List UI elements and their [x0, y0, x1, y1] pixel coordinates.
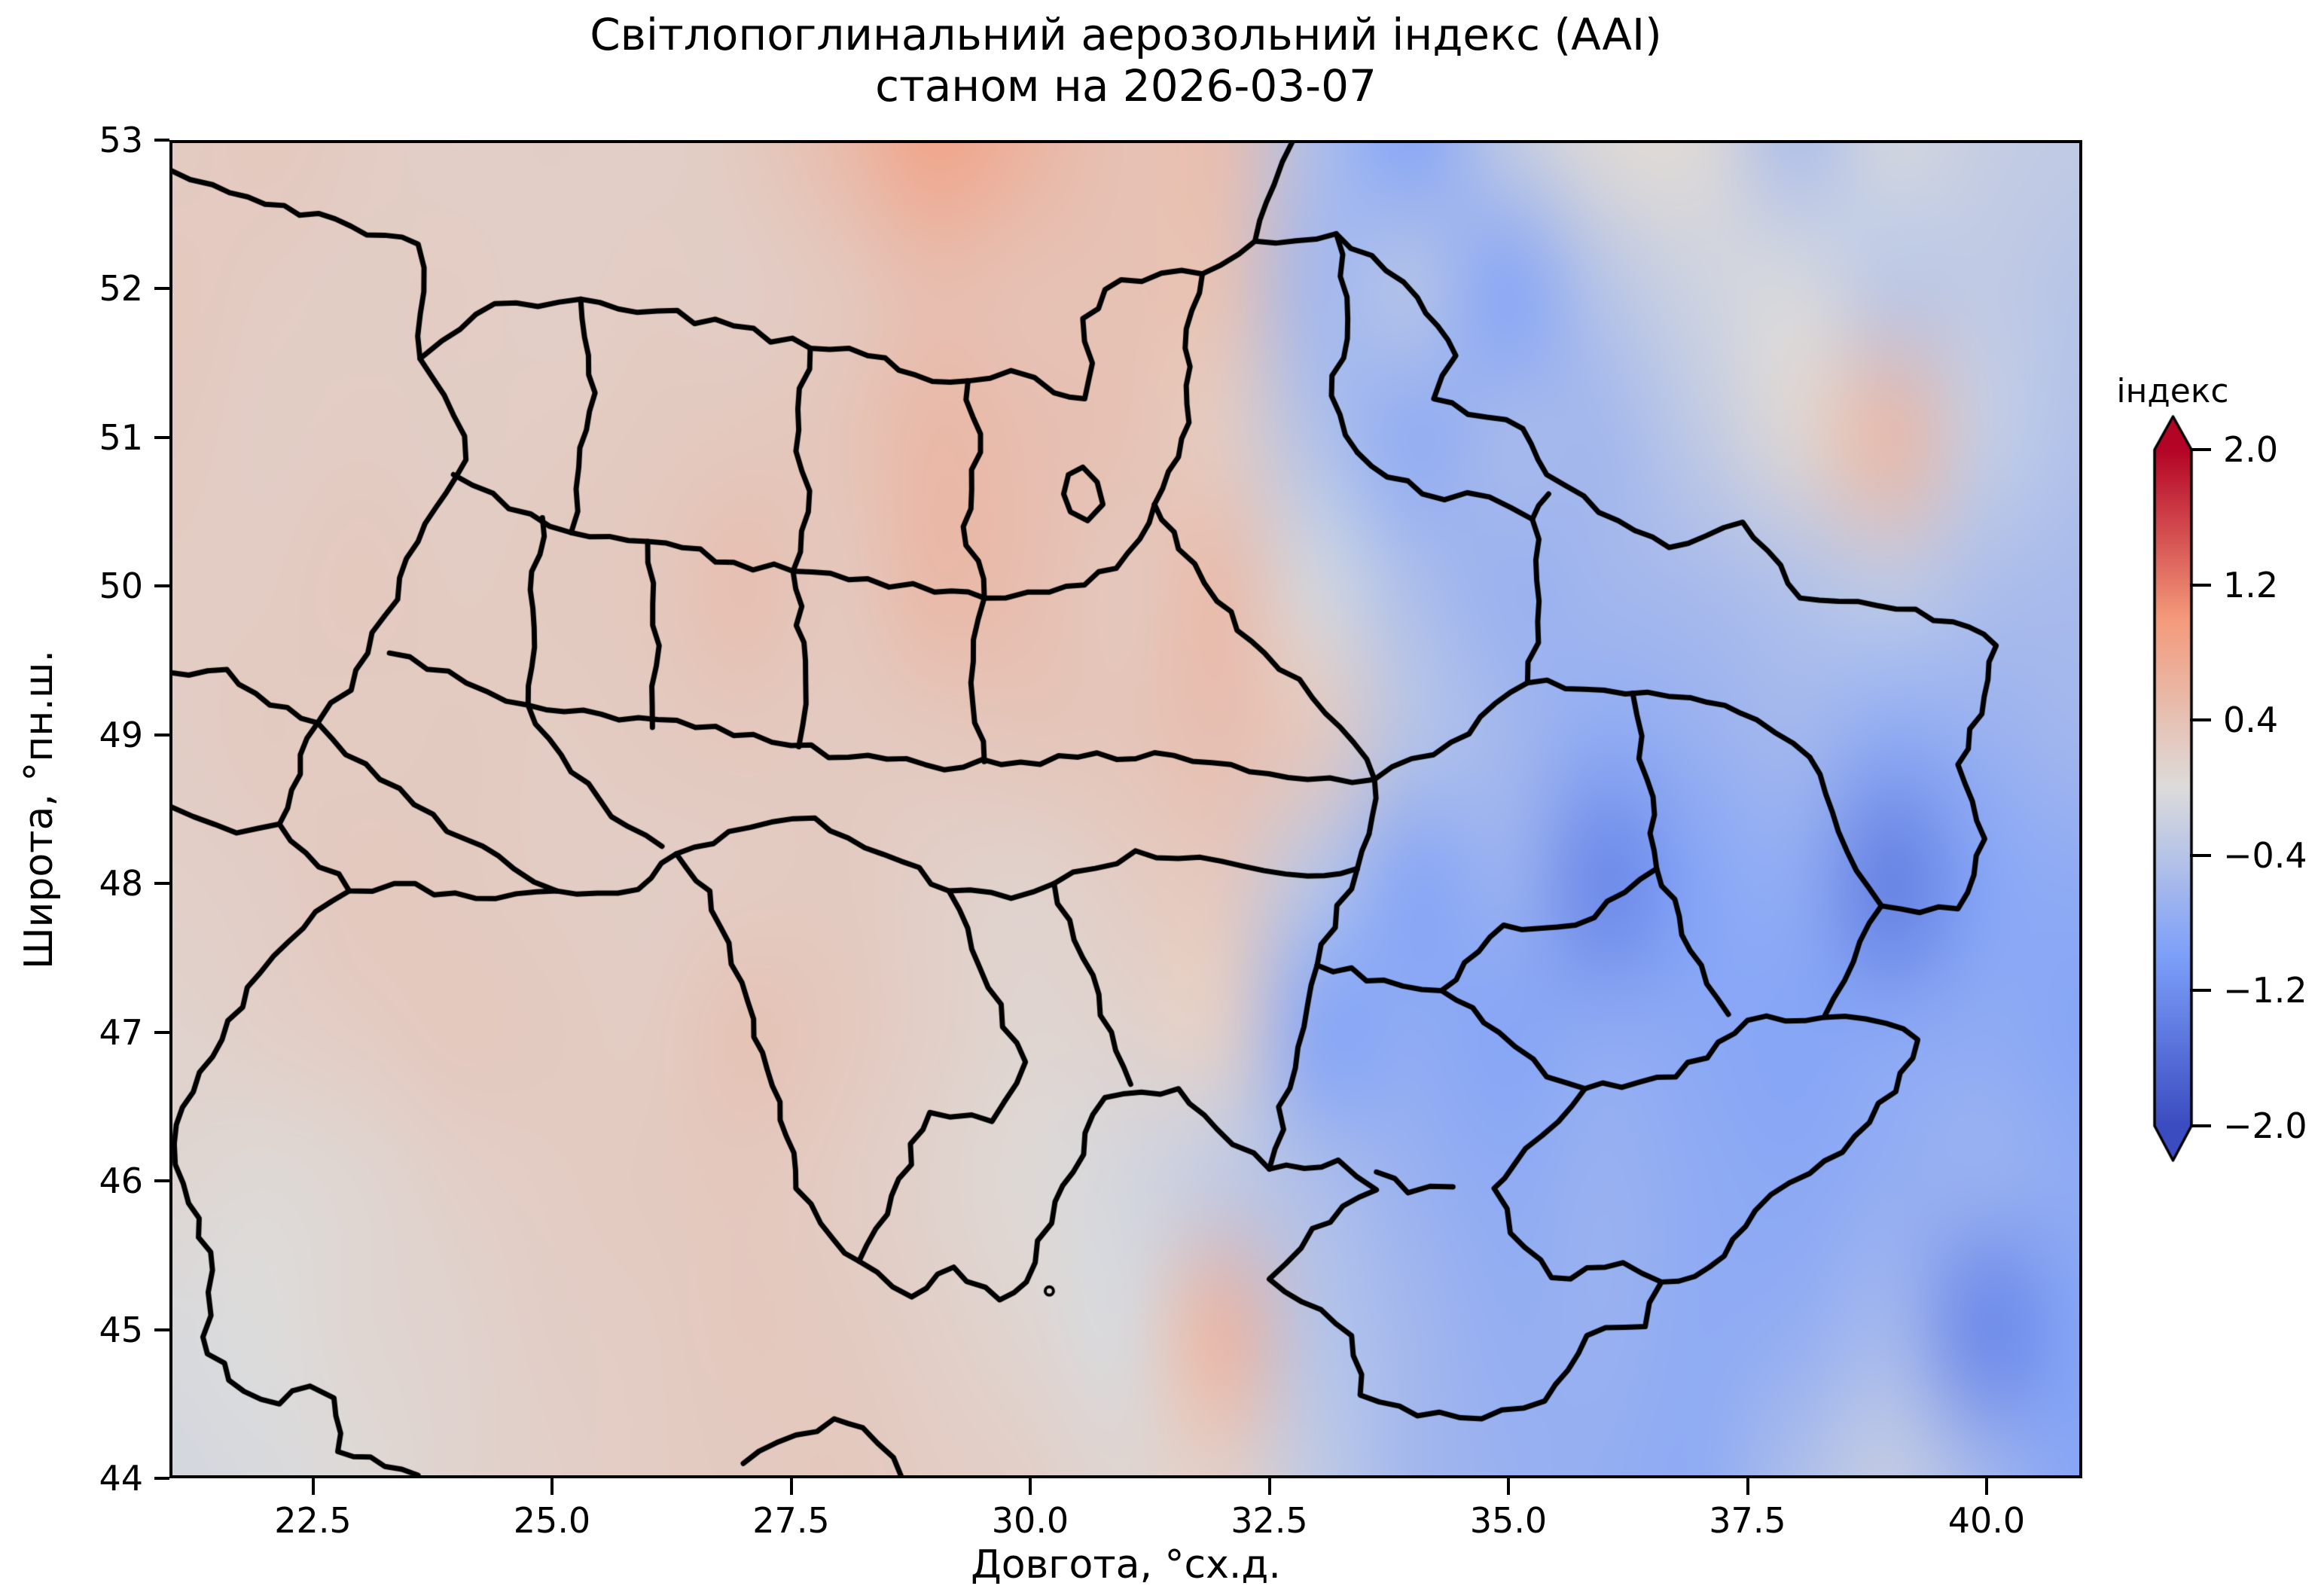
y-tick-label: 52: [99, 268, 143, 310]
aai-heatmap-canvas: [169, 140, 2082, 1478]
y-tick-label: 53: [99, 120, 143, 160]
colorbar-tick-mark: [2190, 1124, 2211, 1127]
x-tick-mark: [551, 1478, 554, 1495]
x-tick-label: 37.5: [1709, 1500, 1786, 1541]
x-axis-label: Довгота, °сх.д.: [971, 1542, 1281, 1587]
colorbar-gradient: [2120, 407, 2233, 1171]
colorbar-tick-mark: [2190, 853, 2211, 857]
colorbar-tick-label: −0.4: [2223, 834, 2307, 876]
colorbar-tick-label: 2.0: [2223, 429, 2279, 470]
y-tick-label: 49: [99, 714, 143, 755]
y-tick-mark: [154, 584, 169, 588]
y-tick-mark: [154, 1179, 169, 1183]
y-tick-mark: [154, 882, 169, 886]
y-tick-label: 50: [99, 566, 143, 607]
y-tick-mark: [154, 1030, 169, 1034]
y-tick-label: 45: [99, 1309, 143, 1350]
y-tick-mark: [154, 1328, 169, 1331]
colorbar-tick-label: −2.0: [2223, 1106, 2307, 1146]
figure-title-line2: станом на 2026-03-07: [875, 60, 1377, 111]
map-plot-area: [169, 140, 2082, 1478]
x-tick-label: 27.5: [752, 1500, 830, 1541]
colorbar-tick-mark: [2190, 718, 2211, 722]
y-tick-label: 44: [99, 1458, 143, 1499]
x-tick-mark: [1507, 1478, 1510, 1495]
colorbar-tick-label: 0.4: [2223, 700, 2279, 741]
x-tick-mark: [1746, 1478, 1749, 1495]
x-tick-label: 22.5: [274, 1500, 352, 1541]
y-tick-label: 51: [99, 416, 143, 458]
colorbar-tick-label: 1.2: [2223, 564, 2279, 605]
y-tick-mark: [154, 1477, 169, 1480]
y-tick-label: 48: [99, 863, 143, 904]
y-tick-label: 47: [99, 1011, 143, 1053]
figure-title-line1: Світлопоглинальний аерозольний індекс (A…: [590, 9, 1662, 60]
x-tick-mark: [1029, 1478, 1032, 1495]
x-tick-label: 40.0: [1947, 1500, 2026, 1541]
y-tick-mark: [154, 287, 169, 291]
colorbar-tick-label: −1.2: [2223, 970, 2307, 1011]
x-tick-label: 25.0: [513, 1500, 591, 1541]
y-tick-mark: [154, 435, 169, 439]
x-tick-mark: [1985, 1478, 1988, 1495]
y-tick-mark: [154, 733, 169, 737]
colorbar-title: індекс: [2116, 372, 2229, 410]
colorbar-tick-mark: [2190, 448, 2211, 451]
y-tick-mark: [154, 139, 169, 142]
figure-title: Світлопоглинальний аерозольний індекс (A…: [169, 9, 2082, 111]
x-tick-label: 35.0: [1469, 1500, 1548, 1541]
x-tick-mark: [1267, 1478, 1271, 1495]
x-tick-mark: [311, 1478, 315, 1495]
colorbar-tick-mark: [2190, 583, 2211, 587]
x-tick-mark: [789, 1478, 793, 1495]
colorbar-tick-mark: [2190, 989, 2211, 993]
y-tick-label: 46: [99, 1160, 143, 1202]
x-tick-label: 32.5: [1231, 1500, 1308, 1541]
x-tick-label: 30.0: [991, 1500, 1069, 1541]
